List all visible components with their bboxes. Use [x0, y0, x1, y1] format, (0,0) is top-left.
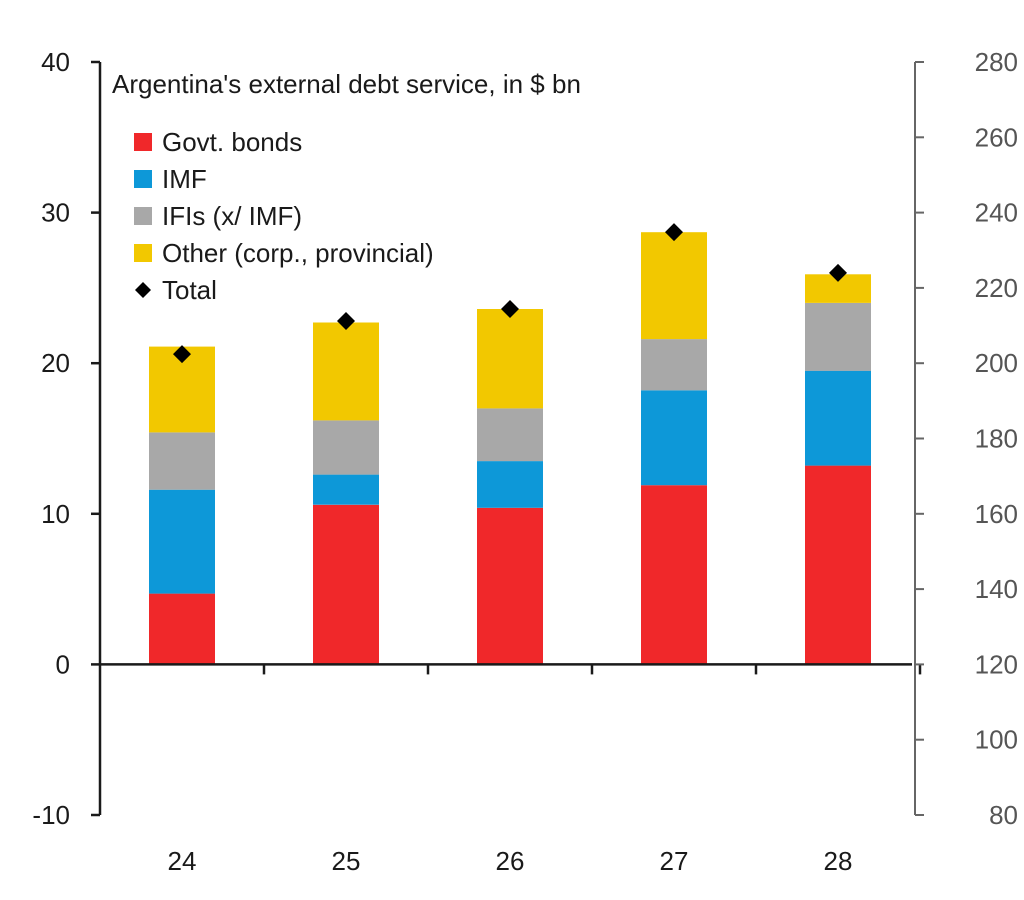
- bar-govt-bonds-27: [641, 485, 707, 665]
- right-tick-label-160: 160: [975, 499, 1018, 529]
- x-label-26: 26: [496, 846, 525, 876]
- x-label-25: 25: [332, 846, 361, 876]
- right-tick-label-220: 220: [975, 273, 1018, 303]
- left-tick-label-30: 30: [41, 198, 70, 228]
- bar-other-corp-provincial-27: [641, 232, 707, 340]
- chart-title: Argentina's external debt service, in $ …: [112, 69, 581, 99]
- total-marker-24: [173, 345, 191, 364]
- left-tick-label-40: 40: [41, 47, 70, 77]
- bars-layer: [149, 232, 871, 665]
- total-marker-26: [501, 299, 519, 318]
- legend-swatch-1: [134, 170, 152, 188]
- total-marker-27: [665, 223, 683, 242]
- bar-imf-27: [641, 390, 707, 486]
- legend-swatch-0: [134, 133, 152, 151]
- right-tick-label-100: 100: [975, 725, 1018, 755]
- bar-ifis-x-imf-24: [149, 432, 215, 490]
- bar-govt-bonds-24: [149, 593, 215, 665]
- right-tick-label-80: 80: [989, 800, 1018, 830]
- bar-imf-28: [805, 370, 871, 466]
- legend-label-1: IMF: [162, 164, 207, 194]
- left-tick-label-0: 0: [56, 649, 70, 679]
- legend-label-3: Other (corp., provincial): [162, 238, 434, 268]
- left-tick-label-10: 10: [41, 499, 70, 529]
- bar-ifis-x-imf-28: [805, 303, 871, 371]
- axes-layer: -10 0 10 20 30 40 24 25 26 27 28 80 100 120 140 160 180 2…: [32, 47, 1018, 876]
- total-markers-layer: [173, 223, 847, 364]
- left-tick-label--10: -10: [32, 800, 70, 830]
- bar-govt-bonds-25: [313, 504, 379, 665]
- legend-label-2: IFIs (x/ IMF): [162, 201, 302, 231]
- total-marker-25: [337, 312, 355, 331]
- bar-imf-26: [477, 461, 543, 508]
- legend-label-total: Total: [162, 275, 217, 305]
- bar-other-corp-provincial-26: [477, 309, 543, 409]
- legend: Govt. bonds IMF IFIs (x/ IMF) Other (corp.,…: [134, 127, 434, 305]
- legend-swatch-2: [134, 207, 152, 225]
- right-tick-label-280: 280: [975, 47, 1018, 77]
- right-tick-label-200: 200: [975, 348, 1018, 378]
- legend-total-marker: [135, 282, 151, 298]
- legend-swatch-3: [134, 244, 152, 262]
- bar-ifis-x-imf-27: [641, 339, 707, 391]
- bar-imf-25: [313, 474, 379, 505]
- bar-ifis-x-imf-26: [477, 408, 543, 462]
- right-tick-label-120: 120: [975, 649, 1018, 679]
- bar-govt-bonds-28: [805, 465, 871, 665]
- right-tick-label-180: 180: [975, 424, 1018, 454]
- left-tick-label-20: 20: [41, 348, 70, 378]
- total-marker-28: [829, 263, 847, 282]
- legend-label-0: Govt. bonds: [162, 127, 302, 157]
- bar-ifis-x-imf-25: [313, 420, 379, 475]
- bar-other-corp-provincial-25: [313, 322, 379, 421]
- right-tick-label-140: 140: [975, 574, 1018, 604]
- x-label-28: 28: [824, 846, 853, 876]
- x-label-27: 27: [660, 846, 689, 876]
- bar-imf-24: [149, 489, 215, 594]
- right-tick-label-260: 260: [975, 122, 1018, 152]
- bar-govt-bonds-26: [477, 507, 543, 665]
- x-label-24: 24: [168, 846, 197, 876]
- right-tick-label-240: 240: [975, 198, 1018, 228]
